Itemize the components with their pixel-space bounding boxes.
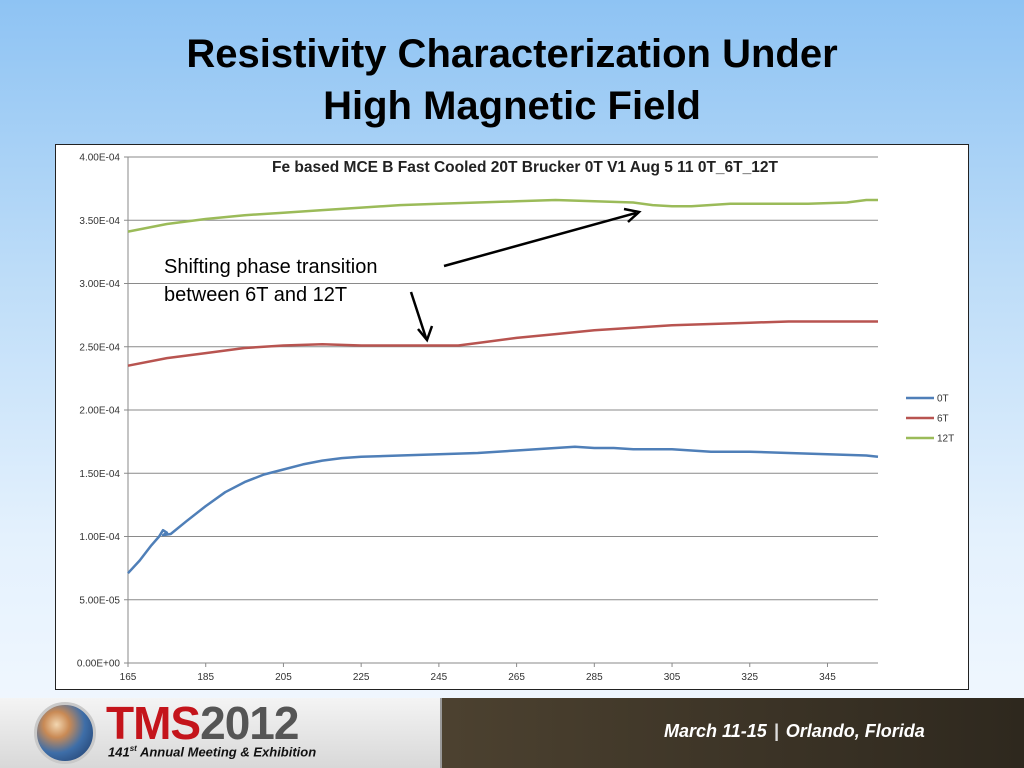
event-location: Orlando, Florida [785, 721, 925, 741]
meeting-subtitle: 141st Annual Meeting & Exhibition [108, 744, 316, 759]
y-tick-label-2: 1.00E-04 [79, 532, 120, 543]
legend-label-0T: 0T [937, 394, 949, 405]
ordinal-number: 141 [108, 744, 130, 760]
globe-icon [34, 702, 96, 764]
y-tick-label-6: 3.00E-04 [79, 279, 120, 290]
x-tick-label-2: 205 [275, 672, 292, 683]
footer-logo-area: TMS2012 141st Annual Meeting & Exhibitio… [0, 698, 442, 768]
tms-logo: TMS2012 [106, 697, 299, 749]
chart-frame: 0.00E+00 5.00E-05 1.00E-04 1.50E-04 2.00E-04… [55, 144, 969, 690]
resistivity-chart: 0.00E+00 5.00E-05 1.00E-04 1.50E-04 2.00E-04… [77, 153, 954, 684]
y-tick-label-3: 1.50E-04 [79, 469, 120, 480]
annotation-arrowhead-6t [417, 325, 434, 343]
y-tick-label-5: 2.50E-04 [79, 342, 120, 353]
tms-logo-year: 2012 [200, 697, 299, 749]
x-tick-label-1: 185 [197, 672, 214, 683]
series-layer [127, 198, 879, 575]
x-tick-label-5: 265 [508, 672, 525, 683]
y-tick-label-8: 4.00E-04 [79, 153, 120, 164]
legend-label-12T: 12T [937, 434, 954, 445]
x-tick-label-6: 285 [586, 672, 603, 683]
event-separator: | [773, 721, 779, 741]
x-tick-label-3: 225 [353, 672, 370, 683]
y-tick-label-0: 0.00E+00 [77, 659, 121, 670]
annotation: Shifting phase transition between 6T and… [164, 207, 642, 343]
legend-layer: 0T 6T 12T [906, 394, 954, 445]
slide-title-line1: Resistivity Characterization Under [186, 32, 838, 76]
x-tick-label-0: 165 [120, 672, 137, 683]
slide-title-line2: High Magnetic Field [323, 84, 701, 128]
chart-title: Fe based MCE B Fast Cooled 20T Brucker 0… [272, 159, 778, 176]
legend-label-6T: 6T [937, 414, 949, 425]
series-line-0T [127, 445, 879, 575]
x-tick-label-4: 245 [431, 672, 448, 683]
annotation-arrow-12t [443, 211, 637, 268]
y-tick-label-7: 3.50E-04 [79, 216, 120, 227]
axis-layer: 0.00E+00 5.00E-05 1.00E-04 1.50E-04 2.00E-04… [77, 153, 878, 683]
event-dates: March 11-15 [664, 721, 767, 741]
ordinal-suffix: st [129, 744, 137, 753]
annotation-line2: between 6T and 12T [164, 284, 347, 306]
event-info: March 11-15 | Orlando, Florida [664, 721, 925, 742]
grid-layer [128, 156, 878, 601]
footer-banner: TMS2012 141st Annual Meeting & Exhibitio… [0, 698, 1024, 768]
annotation-arrowhead-12t [623, 207, 642, 223]
tms-logo-text: TMS [106, 697, 201, 749]
x-tick-label-9: 345 [819, 672, 836, 683]
y-tick-label-4: 2.00E-04 [79, 406, 120, 417]
x-tick-label-8: 325 [741, 672, 758, 683]
slide-title: Resistivity Characterization Under High … [0, 28, 1024, 132]
series-line-6T [127, 320, 878, 367]
annotation-arrow-6t [409, 291, 428, 339]
annotation-line1: Shifting phase transition [164, 256, 377, 278]
y-tick-label-1: 5.00E-05 [79, 595, 120, 606]
x-tick-label-7: 305 [664, 672, 681, 683]
subtitle-rest: Annual Meeting & Exhibition [136, 744, 317, 760]
series-line-12T [127, 198, 878, 233]
